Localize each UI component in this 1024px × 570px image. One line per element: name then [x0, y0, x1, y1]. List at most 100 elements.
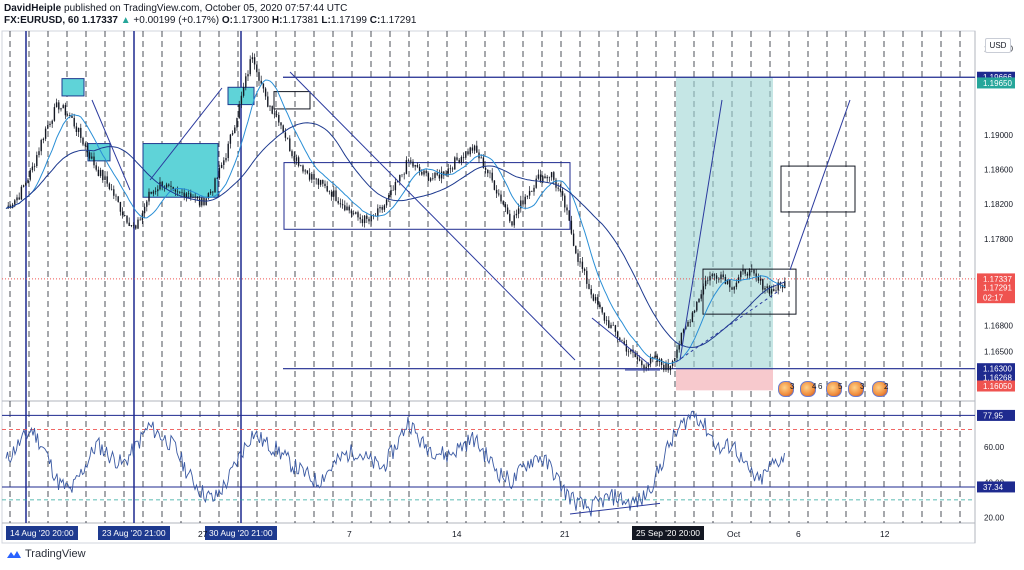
- brand-name: TradingView: [25, 548, 86, 560]
- candle-body: [458, 159, 460, 163]
- candle-body: [286, 137, 289, 139]
- event-flag-icon[interactable]: [872, 381, 888, 397]
- slow-moving-average: [5, 122, 785, 348]
- candle-body: [183, 192, 185, 198]
- event-flag-icon[interactable]: [826, 381, 842, 397]
- price-tag-bg: [977, 71, 1015, 83]
- trend-line: [789, 99, 851, 271]
- candle-body: [566, 207, 568, 211]
- event-flag-icon[interactable]: [778, 381, 794, 397]
- rsi-tick-label: 20.00: [984, 513, 1005, 522]
- candle-body: [746, 273, 749, 276]
- event-flag-icon[interactable]: [800, 381, 816, 397]
- candle-body: [548, 176, 551, 178]
- candle-body: [586, 270, 588, 284]
- candle-body: [652, 357, 654, 359]
- candle-body: [97, 169, 100, 176]
- candle-body: [634, 352, 636, 358]
- publish-header: DavidHeiple published on TradingView.com…: [4, 3, 347, 14]
- candle-body: [410, 160, 412, 162]
- candle-body: [152, 191, 155, 194]
- candle-body: [421, 171, 423, 175]
- event-count: 3: [790, 382, 795, 391]
- candle-body: [691, 312, 694, 322]
- candle-body: [773, 289, 775, 292]
- rsi-pane: [2, 410, 975, 517]
- candle-body: [724, 276, 727, 284]
- candle-body: [236, 118, 238, 128]
- candle-body: [256, 64, 258, 73]
- candle-body: [337, 200, 339, 204]
- candle-body: [205, 198, 207, 205]
- candle-body: [306, 170, 309, 174]
- price-tag-bg: [977, 77, 1015, 89]
- candle-body: [295, 157, 298, 161]
- candle-body: [403, 173, 405, 175]
- time-badge-1: 14 Aug '20 20:00: [6, 526, 78, 540]
- candle-body: [685, 326, 687, 330]
- candle-body: [315, 178, 317, 180]
- candle-body: [62, 105, 64, 109]
- candle-body: [759, 278, 762, 281]
- rsi-tag-label: 37.34: [983, 483, 1004, 492]
- candle-body: [528, 190, 531, 196]
- candle-body: [647, 363, 650, 367]
- candle-body: [572, 233, 575, 246]
- candle-body: [451, 168, 454, 170]
- tradingview-brand[interactable]: TradingView: [6, 548, 86, 560]
- candle-body: [71, 115, 73, 118]
- ohlc-label-close: C:: [369, 15, 381, 26]
- candle-body: [150, 191, 152, 194]
- candle-body: [99, 170, 102, 176]
- candle-body: [643, 365, 645, 369]
- candle-body: [755, 273, 757, 277]
- price-tag-label: 1.17291: [983, 283, 1012, 292]
- candle-body: [623, 341, 625, 345]
- candle-body: [313, 174, 315, 180]
- candle-body: [476, 145, 478, 153]
- price-tick-label: 1.18600: [984, 166, 1013, 175]
- price-tag-bg: [977, 281, 1015, 293]
- candle-body: [436, 172, 438, 175]
- candle-body: [487, 169, 489, 174]
- ohlc-label-low: L:: [321, 15, 331, 26]
- candle-body: [592, 294, 595, 301]
- candle-body: [368, 218, 370, 222]
- candle-body: [170, 185, 172, 187]
- candle-body: [564, 195, 566, 208]
- candle-body: [234, 127, 236, 134]
- event-flag-icon[interactable]: [848, 381, 864, 397]
- candle-body: [53, 107, 56, 121]
- candle-body: [227, 143, 229, 159]
- candle-body: [104, 176, 106, 181]
- candle-body: [249, 59, 251, 75]
- candle-body: [533, 187, 535, 192]
- price-tick-label: 1.16500: [984, 347, 1013, 356]
- author-name[interactable]: DavidHeiple: [4, 3, 62, 14]
- candle-body: [660, 359, 663, 365]
- candle-body: [429, 178, 432, 181]
- candle-body: [770, 289, 773, 294]
- candle-body: [689, 321, 691, 323]
- candle-body: [425, 170, 427, 174]
- publish-info: published on TradingView.com, October 05…: [64, 3, 348, 14]
- candle-body: [280, 122, 282, 126]
- candle-body: [341, 204, 344, 206]
- candle-body: [392, 190, 394, 191]
- candle-body: [317, 178, 320, 185]
- candle-body: [361, 219, 364, 224]
- ohlc-label-high: H:: [271, 15, 283, 26]
- ohlc-close: 1.17291: [380, 15, 417, 26]
- candle-body: [726, 279, 729, 284]
- candle-body: [148, 191, 150, 202]
- candle-body: [73, 117, 75, 127]
- candle-body: [14, 200, 16, 205]
- currency-button[interactable]: USD: [985, 38, 1011, 53]
- candle-body: [645, 366, 647, 369]
- candle-body: [559, 188, 562, 192]
- candle-body: [196, 196, 199, 199]
- candle-body: [344, 205, 346, 211]
- candle-body: [172, 186, 174, 190]
- candle-body: [271, 106, 273, 114]
